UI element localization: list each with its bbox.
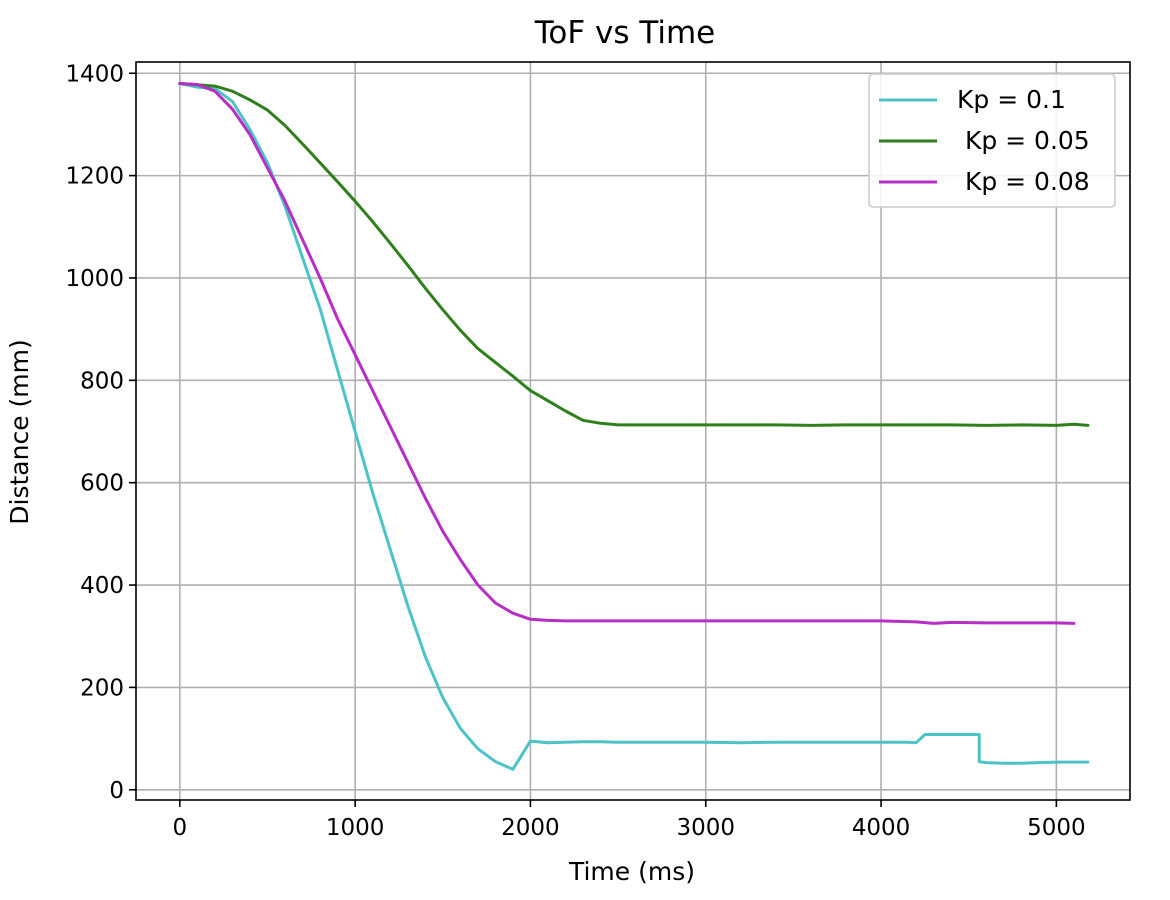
plot-frame [135, 61, 1131, 801]
grid [136, 62, 1130, 800]
x-tick-label: 5000 [1027, 815, 1086, 841]
series-line-1 [178, 82, 1090, 771]
y-tick-label: 0 [109, 778, 124, 804]
x-axis: 0 1000 2000 3000 4000 5000 [173, 800, 1086, 841]
x-tick-label: 3000 [676, 815, 735, 841]
series-line-2 [178, 82, 1090, 427]
x-tick-label: 1000 [326, 815, 385, 841]
x-tick-label: 4000 [852, 815, 911, 841]
y-axis: 0 200 400 600 800 1000 1200 1400 [65, 61, 136, 804]
legend-label-3: Kp = 0.08 [957, 167, 1090, 196]
y-tick-label: 400 [80, 573, 124, 599]
legend-box [868, 73, 1116, 208]
chart-title: ToF vs Time [534, 15, 716, 51]
series-line-3 [178, 82, 1076, 625]
legend-label-1: Kp = 0.1 [957, 85, 1066, 114]
legend-label-2: Kp = 0.05 [957, 126, 1090, 155]
y-tick-label: 600 [80, 471, 124, 497]
y-axis-label: Distance (mm) [5, 339, 34, 524]
x-tick-label: 0 [173, 815, 188, 841]
plot-lines [178, 82, 1090, 771]
legend: Kp = 0.1 Kp = 0.05 Kp = 0.08 [868, 73, 1116, 208]
y-tick-label: 1200 [65, 164, 124, 190]
x-axis-label: Time (ms) [568, 857, 695, 886]
x-tick-label: 2000 [501, 815, 560, 841]
y-tick-label: 1400 [65, 61, 124, 87]
y-tick-label: 200 [80, 675, 124, 701]
y-tick-label: 800 [80, 368, 124, 394]
y-tick-label: 1000 [65, 266, 124, 292]
